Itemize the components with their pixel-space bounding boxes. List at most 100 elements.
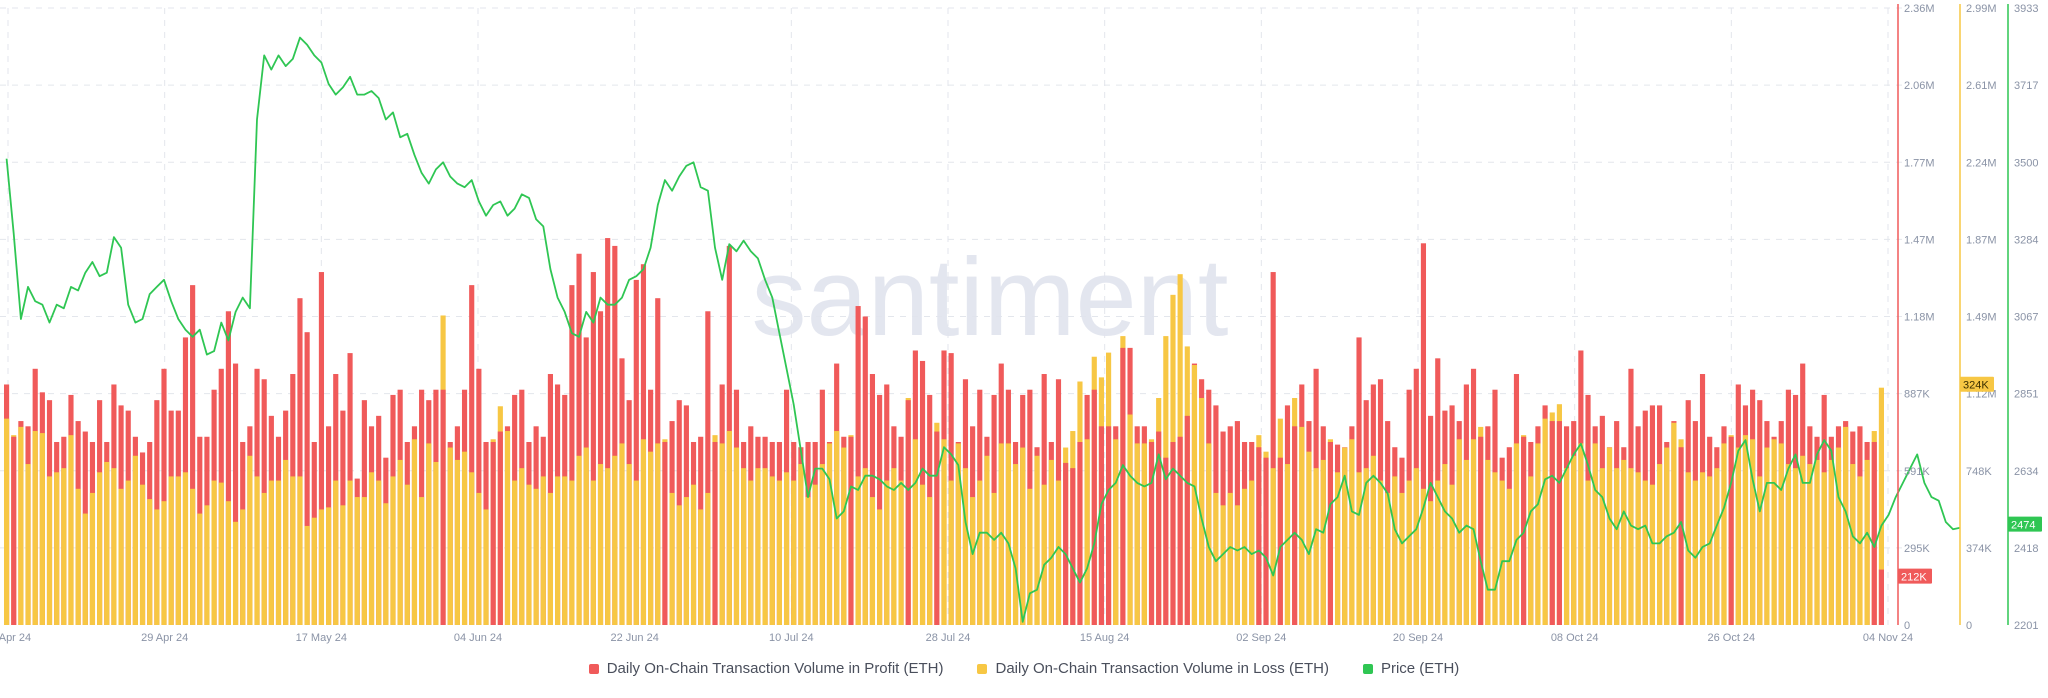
loss-bar xyxy=(111,468,117,625)
profit-last-badge xyxy=(1898,568,1932,584)
loss-bar xyxy=(39,433,45,625)
loss-bar xyxy=(1735,447,1741,625)
axes-layer: 11 Apr 24 29 Apr 24 17 May 24 04 Jun 24 22 J… xyxy=(0,3,2042,644)
legend-swatch-profit xyxy=(588,663,599,674)
loss-bar xyxy=(290,476,296,625)
profit-bar xyxy=(1277,457,1283,625)
loss-bar xyxy=(669,492,675,625)
loss-bar xyxy=(139,484,146,625)
loss-bar xyxy=(1642,480,1648,625)
loss-bar xyxy=(1585,480,1591,625)
loss-bar xyxy=(590,480,596,625)
profit-last-badge-label: 212K xyxy=(1901,572,1927,584)
profit-bar xyxy=(1184,415,1190,625)
legend-item-price[interactable]: Price (ETH) xyxy=(1362,660,1459,677)
loss-bar xyxy=(247,455,253,625)
profit-bar xyxy=(1263,457,1269,625)
loss-bar xyxy=(390,476,396,625)
loss-bar xyxy=(1199,398,1205,625)
loss-bar xyxy=(1513,443,1520,625)
loss-bar xyxy=(311,517,317,625)
loss-bar xyxy=(454,459,460,625)
loss-bar xyxy=(1442,464,1448,625)
loss-bar xyxy=(168,476,174,625)
profit-bar xyxy=(1878,569,1884,625)
loss-bar xyxy=(326,507,332,625)
loss-bar xyxy=(1463,459,1469,625)
loss-bar xyxy=(941,439,947,625)
loss-bar xyxy=(540,476,546,625)
loss-bar xyxy=(46,476,53,625)
loss-bar xyxy=(1563,468,1570,625)
x-tick-label: 08 Oct 24 xyxy=(1551,632,1599,644)
loss-bar xyxy=(318,509,325,625)
loss-bar xyxy=(232,521,239,625)
loss-bar xyxy=(927,497,933,625)
profit-bar xyxy=(905,400,911,625)
loss-bar xyxy=(1843,426,1849,625)
loss-bar xyxy=(61,468,67,625)
loss-bar xyxy=(1621,459,1627,625)
legend-item-loss[interactable]: Daily On-Chain Transaction Volume in Los… xyxy=(977,660,1329,677)
x-tick-label: 26 Oct 24 xyxy=(1707,632,1755,644)
profit-bar xyxy=(1556,421,1562,625)
legend: Daily On-Chain Transaction Volume in Pro… xyxy=(0,660,2048,677)
loss-bar xyxy=(340,505,346,625)
y-tick-label-profit: 1.77M xyxy=(1904,157,1935,169)
loss-bar xyxy=(1821,472,1827,625)
loss-bar xyxy=(1227,492,1233,625)
loss-bar xyxy=(383,503,389,625)
profit-bar xyxy=(1077,441,1083,625)
loss-bar xyxy=(1764,447,1770,625)
loss-bar xyxy=(197,513,203,625)
loss-bar xyxy=(283,459,289,625)
loss-bar xyxy=(1649,484,1656,625)
loss-bar xyxy=(469,472,475,625)
loss-bar xyxy=(1342,447,1348,625)
profit-bar xyxy=(1728,436,1734,625)
x-tick-label: 17 May 24 xyxy=(296,632,347,644)
loss-bar xyxy=(476,492,482,625)
profit-bar xyxy=(590,272,596,625)
loss-bar xyxy=(726,431,732,625)
y-tick-label-profit: 0 xyxy=(1904,620,1910,632)
profit-bar xyxy=(1549,421,1555,625)
loss-bar xyxy=(1313,468,1319,625)
loss-bar xyxy=(569,480,575,625)
profit-bar xyxy=(934,431,940,625)
loss-bar xyxy=(1785,464,1791,625)
y-tick-label-loss: 2.24M xyxy=(1966,157,1997,169)
legend-item-profit[interactable]: Daily On-Chain Transaction Volume in Pro… xyxy=(588,660,943,677)
loss-bar xyxy=(25,464,31,625)
loss-bar xyxy=(1041,484,1047,625)
y-tick-label-profit: 295K xyxy=(1904,543,1930,555)
loss-bar xyxy=(1542,418,1548,625)
loss-bar xyxy=(304,525,310,625)
profit-bar xyxy=(1091,389,1097,625)
loss-bar xyxy=(562,476,568,625)
loss-bar xyxy=(1721,443,1727,625)
loss-bar xyxy=(776,480,782,625)
loss-bar xyxy=(512,480,518,625)
loss-bar xyxy=(1055,480,1062,625)
loss-bar xyxy=(118,488,124,625)
loss-bar xyxy=(1299,426,1305,625)
loss-bar xyxy=(834,431,840,625)
loss-bar xyxy=(798,464,804,625)
loss-bar xyxy=(161,501,167,625)
loss-bar xyxy=(82,513,88,625)
y-tick-label-profit: 2.36M xyxy=(1904,3,1935,15)
profit-bar xyxy=(1070,468,1076,625)
loss-bar xyxy=(1399,492,1405,625)
loss-bar xyxy=(1485,459,1491,625)
loss-bar xyxy=(1528,476,1534,625)
loss-bar xyxy=(1835,447,1842,625)
loss-bar xyxy=(626,464,632,625)
x-tick-label: 02 Sep 24 xyxy=(1236,632,1286,644)
loss-bar xyxy=(1428,501,1434,625)
loss-bar xyxy=(190,488,196,625)
loss-bar xyxy=(504,431,511,625)
loss-last-badge xyxy=(1960,376,1994,392)
loss-bar xyxy=(791,480,797,625)
